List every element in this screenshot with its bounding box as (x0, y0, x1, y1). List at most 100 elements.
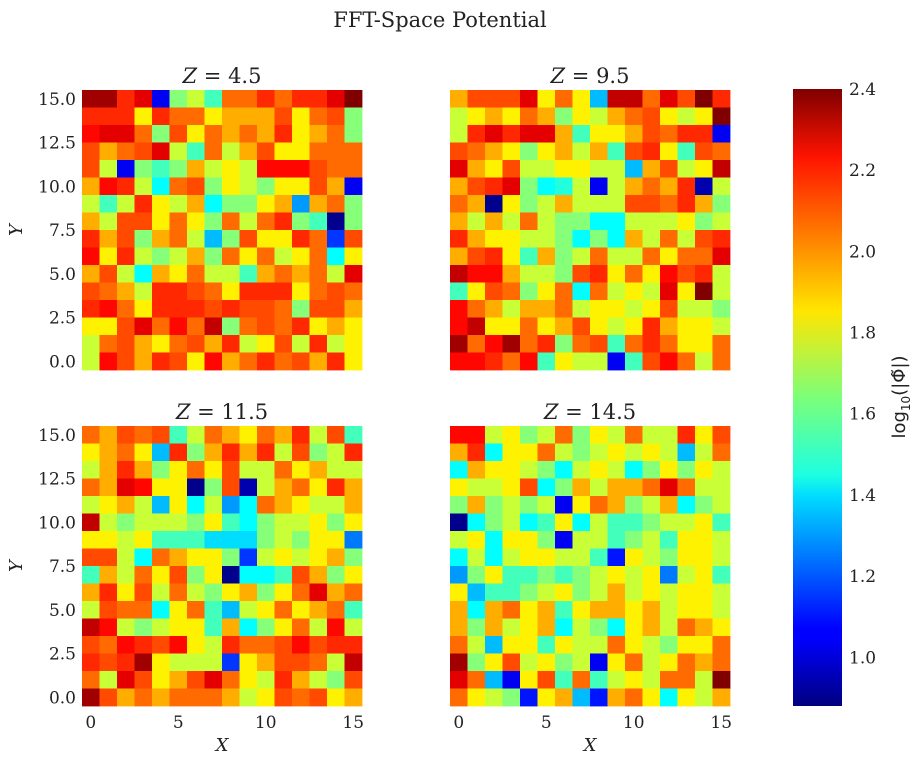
heatmap-cell (344, 125, 363, 143)
heatmap-cell (520, 125, 538, 143)
heatmap-cell (450, 125, 468, 143)
heatmap-cell (152, 566, 170, 584)
heatmap-panel-3: Z = 11.5 0.0 2.5 5.0 7.5 10.0 12.5 15.0 Y 0 5 10 15 X (6, 400, 364, 756)
heatmap-cell (695, 618, 713, 637)
heatmap-cell (555, 195, 573, 213)
heatmap-cell (152, 247, 170, 266)
heatmap-cell (344, 142, 363, 161)
heatmap-cell (257, 177, 275, 196)
heatmap-cell (99, 247, 118, 266)
heatmap-cell (152, 352, 170, 371)
heatmap-cell (520, 142, 538, 161)
heatmap-cell (607, 282, 626, 301)
heatmap-cell (467, 653, 486, 672)
heatmap-cell (152, 496, 170, 514)
heatmap-cell (625, 90, 643, 108)
heatmap-cell (712, 160, 731, 178)
heatmap-cell (274, 160, 293, 178)
heatmap-cell (292, 335, 310, 353)
heatmap-cell (450, 478, 468, 497)
heatmap-cell (292, 317, 310, 336)
x-tick-label: 15 (710, 713, 732, 733)
heatmap-cell (537, 335, 556, 353)
heatmap-cell (187, 636, 205, 654)
heatmap-cell (520, 566, 538, 584)
heatmap-cell (485, 177, 503, 196)
heatmap-cell (292, 653, 310, 672)
heatmap-cell (327, 177, 345, 196)
heatmap-cell (152, 282, 170, 301)
heatmap-cell (520, 443, 538, 462)
heatmap-cell (450, 653, 468, 672)
heatmap-cell (99, 653, 118, 672)
heatmap-cell (555, 230, 573, 248)
heatmap-cell (222, 461, 240, 479)
heatmap-cell (169, 195, 188, 213)
heatmap-cell (467, 566, 486, 584)
heatmap-cell (274, 688, 293, 707)
heatmap-cell (99, 265, 118, 283)
heatmap-cell (257, 583, 275, 602)
heatmap-cell (555, 160, 573, 178)
x-tick-label: 15 (342, 713, 364, 733)
heatmap-cell (222, 300, 240, 318)
heatmap-cell (467, 195, 486, 213)
heatmap-cell (660, 352, 678, 371)
heatmap-cell (712, 636, 731, 654)
heatmap-cell (712, 671, 731, 689)
heatmap-cell (327, 282, 345, 301)
heatmap-cell (239, 107, 258, 126)
heatmap-cell (239, 142, 258, 161)
heatmap-cell (99, 177, 118, 196)
heatmap-cell (82, 247, 100, 266)
heatmap-cell (257, 636, 275, 654)
heatmap-cell (502, 160, 521, 178)
heatmap-cell (117, 212, 135, 231)
heatmap-cell (590, 531, 608, 549)
heatmap-cell (712, 265, 731, 283)
heatmap-cell (572, 443, 591, 462)
heatmap-cell (502, 461, 521, 479)
heatmap-cell (82, 566, 100, 584)
panel-title: Z = 9.5 (550, 64, 630, 88)
heatmap-cell (152, 548, 170, 567)
heatmap-cell (239, 352, 258, 371)
heatmap-cell (660, 300, 678, 318)
heatmap-cell (660, 443, 678, 462)
heatmap-cell (82, 653, 100, 672)
heatmap-cell (292, 177, 310, 196)
colorbar-tick-label: 2.4 (849, 80, 876, 100)
heatmap-cell (537, 636, 556, 654)
heatmap-cell (642, 142, 661, 161)
heatmap-cell (485, 513, 503, 532)
heatmap-cell (222, 478, 240, 497)
heatmap-cell (555, 531, 573, 549)
heatmap-cell (274, 601, 293, 619)
heatmap-cell (450, 160, 468, 178)
y-tick-label: 2.5 (49, 645, 76, 665)
heatmap-cell (99, 636, 118, 654)
heatmap-cell (572, 531, 591, 549)
heatmap-cell (677, 90, 696, 108)
heatmap-cell (467, 461, 486, 479)
heatmap-cell (239, 90, 258, 108)
heatmap-cell (327, 653, 345, 672)
heatmap-cell (309, 177, 328, 196)
heatmap-cell (642, 265, 661, 283)
heatmap-cell (187, 653, 205, 672)
heatmap-cell (222, 688, 240, 707)
heatmap-cell (274, 478, 293, 497)
heatmap-cell (239, 282, 258, 301)
heatmap-cell (134, 636, 153, 654)
heatmap-cell (309, 601, 328, 619)
heatmap-cell (485, 142, 503, 161)
heatmap-cell (660, 160, 678, 178)
heatmap-cell (450, 461, 468, 479)
heatmap-cell (187, 443, 205, 462)
heatmap-cell (660, 282, 678, 301)
heatmap-cell (520, 282, 538, 301)
heatmap-cell (537, 142, 556, 161)
heatmap-cell (99, 496, 118, 514)
heatmap-cell (695, 688, 713, 707)
heatmap-cell (555, 247, 573, 266)
